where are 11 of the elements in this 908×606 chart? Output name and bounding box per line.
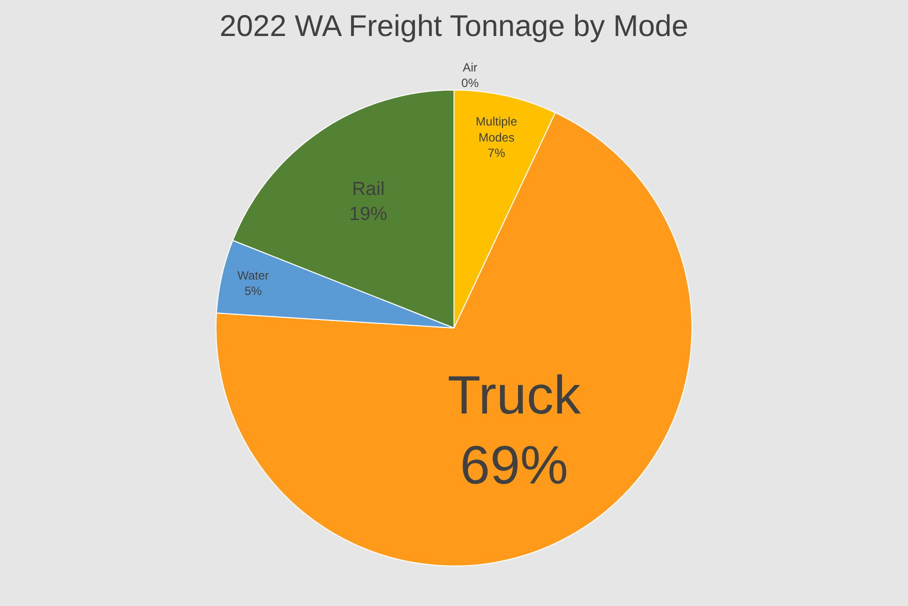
slice-label: Rail <box>352 179 385 200</box>
data-label: 19% <box>349 204 388 225</box>
slice-label: Truck <box>448 365 582 426</box>
chart-title: 2022 WA Freight Tonnage by Mode <box>220 10 688 44</box>
data-label: 7% <box>488 146 506 160</box>
slice-label: Multiple Modes <box>476 114 518 144</box>
slice-label: Water <box>237 268 269 282</box>
category-label: Air <box>462 60 478 74</box>
text: 0% <box>461 76 479 90</box>
data-label: 69% <box>460 436 568 496</box>
data-label: 5% <box>244 284 262 298</box>
